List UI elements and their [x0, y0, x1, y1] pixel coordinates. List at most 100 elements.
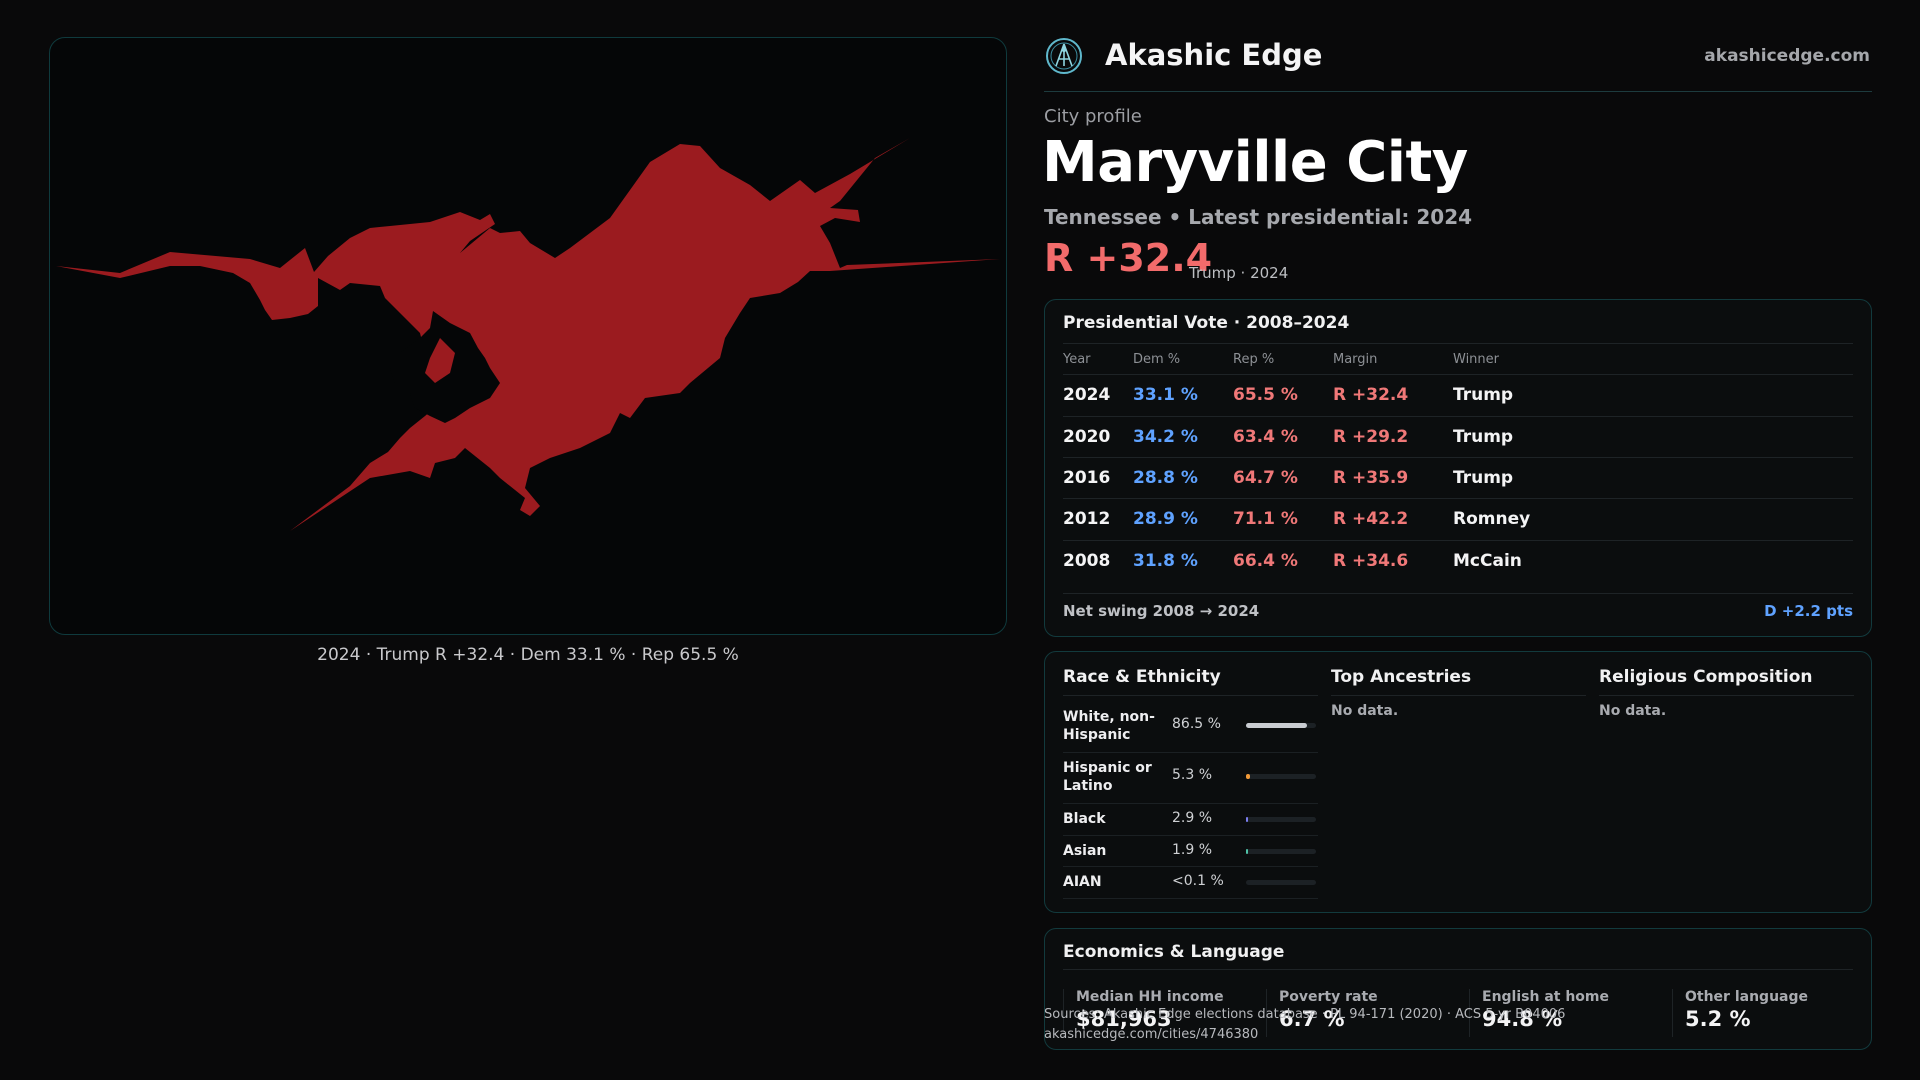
race-label: Hispanic or Latino [1063, 760, 1152, 794]
cell-year: 2008 [1063, 551, 1111, 571]
race-bar-fill [1246, 849, 1248, 854]
religion-column: Religious Composition No data. [1599, 652, 1854, 912]
divider [1599, 695, 1854, 696]
divider [1063, 695, 1318, 696]
source-citation: Sources: Akashic Edge elections database… [1044, 1007, 1566, 1022]
cell-winner: Romney [1453, 509, 1531, 529]
table-row: 2020 34.2 % 63.4 % R +29.2 Trump [1063, 416, 1853, 458]
race-label: White, non-Hispanic [1063, 709, 1155, 743]
race-row: AIAN <0.1 % [1063, 867, 1318, 899]
cell-year: 2016 [1063, 468, 1111, 488]
cell-winner: Trump [1453, 427, 1514, 447]
city-map-panel[interactable] [49, 37, 1007, 635]
net-swing-label: Net swing 2008 → 2024 [1063, 602, 1260, 620]
race-row: White, non-Hispanic 86.5 % [1063, 702, 1318, 753]
race-ethnicity-column: Race & Ethnicity White, non-Hispanic 86.… [1063, 652, 1318, 912]
cell-margin: R +32.4 [1333, 385, 1409, 405]
race-label: Black [1063, 811, 1106, 827]
stat-value: 6.7 % [1279, 1007, 1345, 1031]
cell-year: 2020 [1063, 427, 1111, 447]
table-row: 2012 28.9 % 71.1 % R +42.2 Romney [1063, 498, 1853, 540]
race-bar [1246, 774, 1316, 779]
stat-poverty-rate: Poverty rate 6.7 % [1266, 989, 1469, 1037]
stat-value: 94.8 % [1482, 1007, 1563, 1031]
race-value: 86.5 % [1172, 716, 1221, 732]
source-url-link[interactable]: akashicedge.com/cities/4746380 [1044, 1027, 1259, 1042]
page-title: Maryville City [1042, 130, 1468, 195]
cell-margin: R +35.9 [1333, 468, 1409, 488]
brand-header: Akashic Edge akashicedge.com [1044, 34, 1872, 92]
race-bar [1246, 880, 1316, 885]
race-bar [1246, 817, 1316, 822]
race-row: Asian 1.9 % [1063, 836, 1318, 867]
table-row: 2016 28.8 % 64.7 % R +35.9 Trump [1063, 457, 1853, 499]
demographics-card: Race & Ethnicity White, non-Hispanic 86.… [1044, 651, 1872, 913]
cell-rep: 65.5 % [1233, 385, 1298, 405]
race-label: Asian [1063, 843, 1107, 859]
cell-rep: 64.7 % [1233, 468, 1298, 488]
religion-empty-state: No data. [1599, 703, 1667, 719]
economics-language-card: Economics & Language Median HH income $8… [1044, 928, 1872, 1050]
net-swing-value: D +2.2 pts [1764, 602, 1853, 620]
stat-label: Poverty rate [1279, 989, 1378, 1005]
stat-value: $81,963 [1076, 1007, 1172, 1031]
stat-english-at-home: English at home 94.8 % [1469, 989, 1672, 1037]
source-footnote: Sources: Akashic Edge elections database… [1044, 1005, 1565, 1045]
race-value: 2.9 % [1172, 810, 1213, 826]
cell-winner: Trump [1453, 468, 1514, 488]
presidential-vote-card: Presidential Vote · 2008–2024 Year Dem %… [1044, 299, 1872, 637]
stat-label: Median HH income [1076, 989, 1224, 1005]
cell-margin: R +42.2 [1333, 509, 1409, 529]
ancestries-column: Top Ancestries No data. [1331, 652, 1586, 912]
brand-url-link[interactable]: akashicedge.com [1704, 46, 1870, 66]
divider [1063, 593, 1853, 594]
city-boundary-shape [56, 138, 1000, 531]
race-bar [1246, 723, 1316, 728]
headline-margin-note: Trump · 2024 [1189, 264, 1289, 282]
race-bar [1246, 849, 1316, 854]
cell-year: 2012 [1063, 509, 1111, 529]
cell-rep: 63.4 % [1233, 427, 1298, 447]
religion-title: Religious Composition [1599, 667, 1813, 687]
table-row: 2008 31.8 % 66.4 % R +34.6 McCain [1063, 540, 1853, 582]
cell-margin: R +34.6 [1333, 551, 1409, 571]
divider [1063, 343, 1853, 344]
race-ethnicity-title: Race & Ethnicity [1063, 667, 1221, 687]
cell-dem: 28.8 % [1133, 468, 1198, 488]
stat-label: Other language [1685, 989, 1808, 1005]
ancestries-title: Top Ancestries [1331, 667, 1472, 687]
cell-rep: 66.4 % [1233, 551, 1298, 571]
cell-margin: R +29.2 [1333, 427, 1409, 447]
card-title: Economics & Language [1063, 942, 1285, 962]
cell-winner: Trump [1453, 385, 1514, 405]
race-row: Hispanic or Latino 5.3 % [1063, 753, 1318, 804]
race-value: 1.9 % [1172, 842, 1213, 858]
stat-median-income: Median HH income $81,963 [1063, 989, 1266, 1037]
cell-dem: 34.2 % [1133, 427, 1198, 447]
race-bar-fill [1246, 723, 1307, 728]
brand-logo-icon[interactable] [1045, 37, 1083, 75]
stat-label: English at home [1482, 989, 1610, 1005]
stat-value: 5.2 % [1685, 1007, 1751, 1031]
divider [1063, 969, 1853, 970]
city-boundary-lobe [425, 338, 455, 383]
ancestries-empty-state: No data. [1331, 703, 1399, 719]
cell-dem: 31.8 % [1133, 551, 1198, 571]
divider [1331, 695, 1586, 696]
card-title: Presidential Vote · 2008–2024 [1063, 313, 1350, 333]
race-row: Black 2.9 % [1063, 804, 1318, 836]
cell-winner: McCain [1453, 551, 1522, 571]
race-label: AIAN [1063, 874, 1102, 890]
city-boundary-map [56, 138, 1000, 531]
cell-dem: 28.9 % [1133, 509, 1198, 529]
table-row: 2024 33.1 % 65.5 % R +32.4 Trump [1063, 374, 1853, 416]
cell-dem: 33.1 % [1133, 385, 1198, 405]
race-bar-fill [1246, 774, 1250, 779]
page-eyebrow: City profile [1044, 106, 1142, 127]
cell-rep: 71.1 % [1233, 509, 1298, 529]
cell-year: 2024 [1063, 385, 1111, 405]
race-bar-fill [1246, 817, 1249, 822]
col-header-dem: Dem % [1133, 352, 1181, 367]
headline-margin: R +32.4 [1044, 236, 1213, 280]
brand-name[interactable]: Akashic Edge [1105, 38, 1323, 72]
